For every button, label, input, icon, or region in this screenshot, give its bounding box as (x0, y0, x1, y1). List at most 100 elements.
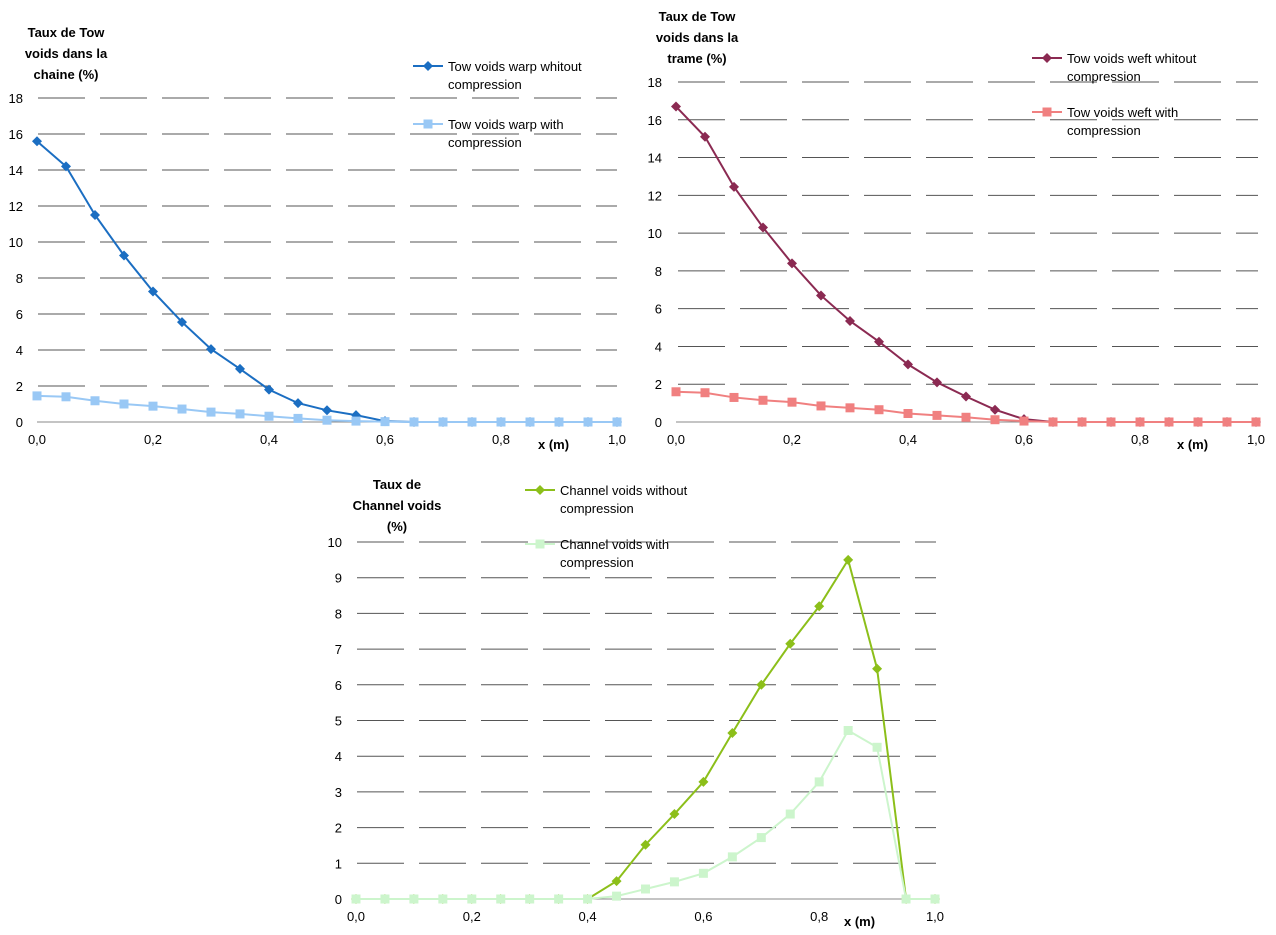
data-point (671, 101, 681, 112)
data-point (61, 161, 71, 172)
y-tick-label: 2 (335, 821, 342, 836)
y-axis-title: voids dans la (656, 30, 739, 45)
data-point (872, 663, 883, 674)
x-tick-label: 1,0 (926, 909, 944, 924)
data-point (990, 415, 1000, 425)
data-point (756, 679, 767, 690)
y-tick-label: 6 (16, 307, 23, 322)
data-point (554, 894, 564, 904)
data-point (177, 317, 187, 328)
data-point (1048, 417, 1058, 427)
data-point (700, 388, 710, 398)
data-point (438, 417, 448, 427)
data-point (1193, 417, 1203, 427)
x-tick-label: 0,4 (899, 432, 917, 447)
data-point (32, 136, 42, 147)
data-point (903, 359, 913, 370)
x-tick-label: 0,2 (783, 432, 801, 447)
y-tick-label: 2 (655, 377, 662, 392)
x-tick-label: 1,0 (608, 432, 626, 447)
data-point (1135, 417, 1145, 427)
legend-marker (1042, 107, 1052, 117)
y-tick-label: 16 (648, 113, 662, 128)
y-axis-title: Channel voids (353, 498, 442, 513)
legend-label: compression (1067, 123, 1141, 138)
y-tick-label: 18 (9, 91, 23, 106)
y-tick-label: 16 (9, 127, 23, 142)
y-tick-label: 0 (16, 415, 23, 430)
x-tick-label: 0,8 (1131, 432, 1149, 447)
series-line (675, 105, 1256, 423)
y-tick-label: 10 (9, 235, 23, 250)
legend-item: Tow voids warp with compression (413, 117, 564, 150)
data-point (727, 727, 738, 738)
y-tick-label: 5 (335, 714, 342, 729)
data-point (467, 417, 477, 427)
y-tick-label: 10 (648, 226, 662, 241)
data-point (932, 410, 942, 420)
x-tick-label: 0,8 (492, 432, 510, 447)
y-axis-title: Taux de Tow (659, 9, 737, 24)
x-axis-title: x (m) (844, 914, 875, 929)
data-point (787, 397, 797, 407)
x-axis-title: x (m) (1177, 437, 1208, 452)
data-point (90, 396, 100, 406)
data-point (698, 868, 708, 878)
data-point (467, 894, 477, 904)
data-point (409, 894, 419, 904)
data-point (1106, 417, 1116, 427)
data-point (1222, 417, 1232, 427)
data-point (845, 403, 855, 413)
legend-marker (535, 485, 545, 495)
legend-marker (423, 61, 433, 71)
data-point (90, 210, 100, 220)
x-axis-title: x (m) (538, 437, 569, 452)
data-point (554, 417, 564, 427)
data-point (785, 809, 795, 819)
data-point (816, 401, 826, 411)
data-point (727, 852, 737, 862)
data-point (496, 894, 506, 904)
data-point (787, 258, 797, 269)
data-point (729, 392, 739, 402)
x-tick-label: 0,2 (463, 909, 481, 924)
legend-label: Channel voids without (560, 483, 688, 498)
x-tick-label: 0,2 (144, 432, 162, 447)
legend-item: Tow voids warp whitout compression (413, 59, 582, 92)
x-tick-label: 0,4 (579, 909, 597, 924)
data-point (1077, 417, 1087, 427)
data-point (235, 409, 245, 419)
legend-label: compression (448, 135, 522, 150)
x-tick-label: 0,0 (667, 432, 685, 447)
legend-label: Channel voids with (560, 537, 669, 552)
data-point (1019, 416, 1029, 426)
data-point (758, 222, 768, 233)
data-point (872, 742, 882, 752)
data-point (756, 833, 766, 843)
y-tick-label: 7 (335, 642, 342, 657)
y-tick-label: 4 (335, 749, 342, 764)
y-axis-title: Taux de Tow (28, 25, 106, 40)
data-point (874, 336, 884, 347)
data-point (322, 415, 332, 425)
data-point (641, 884, 650, 894)
data-point (583, 894, 593, 904)
data-point (669, 877, 679, 887)
data-point (438, 894, 448, 904)
data-point (264, 411, 274, 421)
y-axis-title: Taux de (373, 477, 421, 492)
legend-label: compression (560, 555, 634, 570)
data-point (671, 387, 681, 397)
data-point (351, 416, 361, 426)
legend-marker (1042, 53, 1052, 63)
y-tick-label: 6 (335, 678, 342, 693)
data-point (235, 363, 245, 374)
data-point (148, 401, 158, 411)
data-point (264, 384, 274, 395)
data-point (990, 404, 1000, 415)
data-point (700, 131, 710, 142)
data-point (845, 315, 855, 326)
chart-3: 0 1 2 3 4 5 6 7 8 9 10 0,0 0,2 0,4 0,6 0,8 1,0 Taux de Cha… (328, 477, 945, 929)
legend-label: compression (1067, 69, 1141, 84)
y-tick-label: 14 (648, 151, 662, 166)
